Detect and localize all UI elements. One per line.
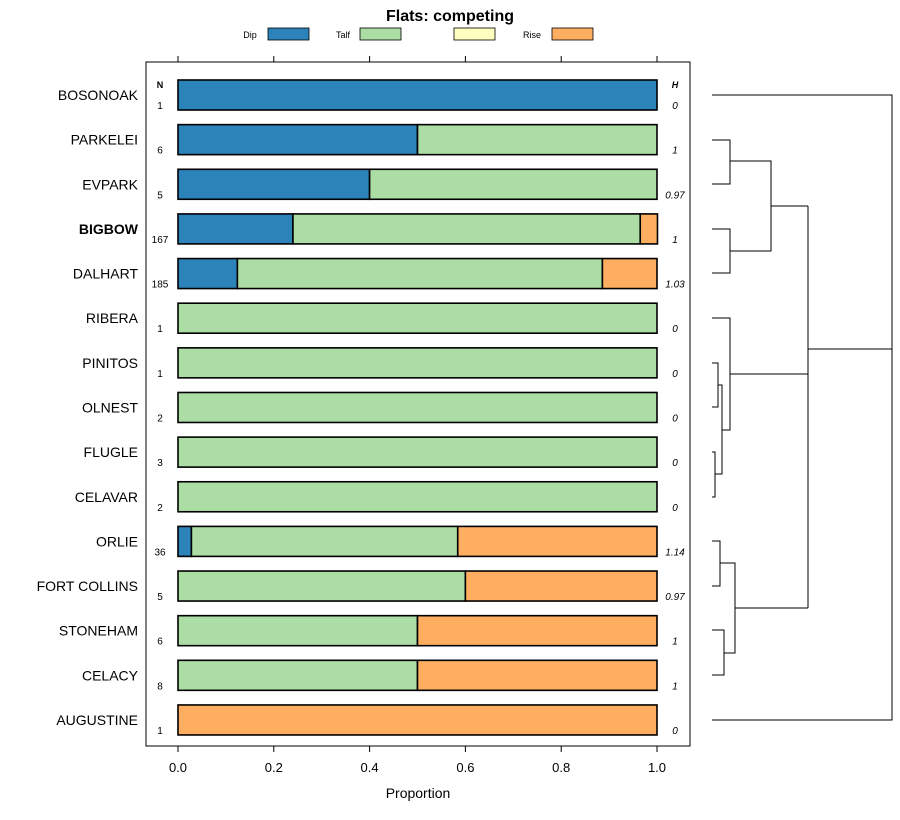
- h-value: 0: [672, 503, 678, 514]
- h-value: 0: [672, 369, 678, 380]
- h-value: 0: [672, 458, 678, 469]
- dendrogram: [712, 94, 893, 721]
- legend-swatch-dip: [267, 27, 310, 41]
- h-value: 1: [672, 681, 678, 692]
- dendrogram-lower-cluster: [712, 540, 808, 676]
- bar-segment-rise: [177, 704, 658, 736]
- bar-segment-talf: [292, 213, 642, 245]
- bar-segment-dip: [177, 257, 239, 290]
- x-tick-label: 0.0: [169, 760, 187, 775]
- bar-segment-talf: [177, 391, 658, 424]
- n-value: 2: [157, 413, 163, 424]
- h-value: 1: [672, 146, 678, 157]
- legend-swatch-rise: [551, 27, 594, 41]
- h-value: 0: [672, 101, 678, 112]
- category-label: BIGBOW: [79, 221, 139, 237]
- n-value: 6: [157, 637, 163, 648]
- n-value: 36: [154, 547, 166, 558]
- n-value: 8: [157, 681, 163, 692]
- category-label: PINITOS: [82, 355, 138, 371]
- n-value: 3: [157, 458, 163, 469]
- h-value: 0.97: [665, 190, 685, 201]
- plot-panel: [145, 61, 691, 747]
- bar-segment-talf: [368, 168, 658, 201]
- category-label: STONEHAM: [59, 623, 138, 639]
- h-value: 0: [672, 726, 678, 737]
- n-column-header: N: [157, 80, 164, 90]
- bar-segment-talf: [177, 570, 467, 602]
- bar-segment-rise: [416, 659, 658, 692]
- bar-segment-rise: [416, 614, 658, 647]
- h-value: 1.03: [665, 280, 685, 291]
- chart-title: Flats: competing: [386, 8, 514, 25]
- x-tick-label: 0.8: [552, 760, 570, 775]
- x-tick-label: 0.2: [265, 760, 283, 775]
- category-label: OLNEST: [82, 399, 138, 415]
- bar-segment-talf: [177, 659, 419, 692]
- category-label: CELAVAR: [75, 489, 138, 505]
- bar-segment-dip: [177, 123, 419, 156]
- legend-label-dip: Dip: [243, 30, 257, 40]
- bar-segment-dip: [177, 213, 294, 245]
- category-label: RIBERA: [86, 310, 139, 326]
- h-value: 1.14: [665, 547, 685, 558]
- h-value: 1: [672, 637, 678, 648]
- category-label: FLUGLE: [84, 444, 138, 460]
- legend-label-talf: Talf: [336, 30, 351, 40]
- n-value: 1: [157, 726, 163, 737]
- h-value: 0: [672, 324, 678, 335]
- bar-segment-rise: [456, 525, 658, 558]
- bar-segment-dip: [177, 79, 658, 111]
- category-label: CELACY: [82, 667, 139, 683]
- bar-segment-talf: [236, 257, 604, 290]
- legend: DipTalfFlatRise: [243, 27, 594, 41]
- dendrogram-root: [712, 94, 893, 721]
- h-value: 0: [672, 413, 678, 424]
- legend-label-rise: Rise: [523, 30, 541, 40]
- n-value: 1: [157, 101, 163, 112]
- category-label: AUGUSTINE: [56, 712, 138, 728]
- category-label: BOSONOAK: [58, 87, 139, 103]
- category-label: EVPARK: [82, 176, 138, 192]
- bar-segment-talf: [177, 614, 419, 647]
- h-column-header: H: [672, 80, 679, 90]
- dendrogram-upper-cluster: [712, 139, 808, 274]
- legend-swatch-talf: [359, 27, 402, 41]
- n-value: 6: [157, 146, 163, 157]
- x-axis: 0.0 0.2 0.4 0.6 0.8 1.0: [169, 56, 666, 775]
- x-tick-label: 0.6: [456, 760, 474, 775]
- h-value: 1: [672, 235, 678, 246]
- n-value: 167: [152, 235, 169, 246]
- n-value: 2: [157, 503, 163, 514]
- n-value: 5: [157, 592, 163, 603]
- x-tick-label: 1.0: [648, 760, 666, 775]
- bar-segment-talf: [177, 347, 658, 379]
- bar-segment-rise: [601, 257, 658, 290]
- category-label: ORLIE: [96, 533, 138, 549]
- category-label: PARKELEI: [71, 132, 138, 148]
- bar-segment-rise: [464, 570, 658, 602]
- legend-swatch-flat: [453, 27, 496, 41]
- bar-segment-talf: [190, 525, 459, 558]
- bar-segment-talf: [416, 123, 658, 156]
- n-value: 1: [157, 324, 163, 335]
- bars: BOSONOAK 1 0 PARKELEI 6 1 EVPARK 5 0.97 BIGBOW 167…: [37, 79, 685, 737]
- n-value: 1: [157, 369, 163, 380]
- x-axis-label: Proportion: [386, 785, 451, 801]
- n-value: 185: [152, 280, 169, 291]
- bar-segment-rise: [639, 213, 659, 245]
- bar-segment-dip: [177, 168, 371, 201]
- bar-segment-talf: [177, 436, 658, 468]
- dendrogram-middle-cluster: [712, 206, 809, 608]
- h-value: 0.97: [665, 592, 685, 603]
- category-label: DALHART: [73, 266, 139, 282]
- x-tick-label: 0.4: [361, 760, 379, 775]
- bar-segment-talf: [177, 302, 658, 335]
- bar-segment-dip: [177, 525, 193, 558]
- n-value: 5: [157, 190, 163, 201]
- bar-segment-talf: [177, 480, 658, 513]
- category-label: FORT COLLINS: [37, 578, 138, 594]
